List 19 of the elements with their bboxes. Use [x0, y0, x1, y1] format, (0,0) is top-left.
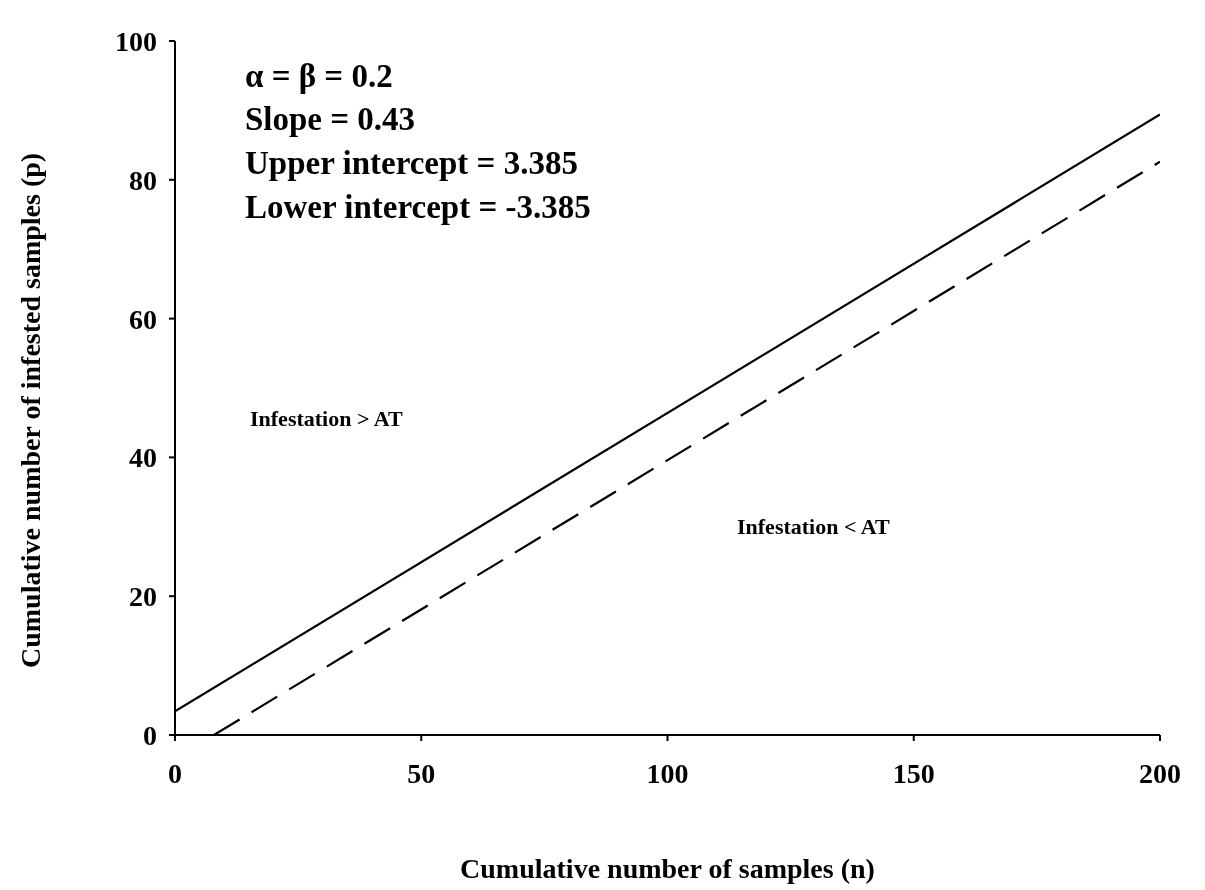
- y-tick-label: 20: [129, 581, 157, 613]
- annotation: Lower intercept = -3.385: [245, 189, 591, 226]
- y-tick-label: 80: [129, 164, 157, 196]
- x-tick-label: 100: [646, 757, 689, 789]
- annotation: Slope = 0.43: [245, 101, 416, 138]
- annotation: α = β = 0.2: [245, 58, 393, 95]
- y-tick-label: 60: [129, 303, 157, 335]
- annotation: Infestation > AT: [250, 406, 403, 432]
- annotation: Upper intercept = 3.385: [245, 145, 578, 182]
- y-axis-title: Cumulative number of infested samples (p): [14, 152, 46, 668]
- annotation: Infestation < AT: [737, 514, 890, 540]
- y-tick-label: 40: [129, 442, 157, 474]
- x-axis-title: Cumulative number of samples (n): [460, 853, 875, 884]
- x-tick-label: 0: [168, 757, 182, 789]
- x-tick-label: 150: [892, 757, 935, 789]
- x-tick-label: 200: [1139, 757, 1181, 789]
- x-tick-label: 50: [407, 757, 436, 789]
- y-tick-label: 100: [115, 25, 157, 57]
- y-tick-label: 0: [143, 719, 157, 751]
